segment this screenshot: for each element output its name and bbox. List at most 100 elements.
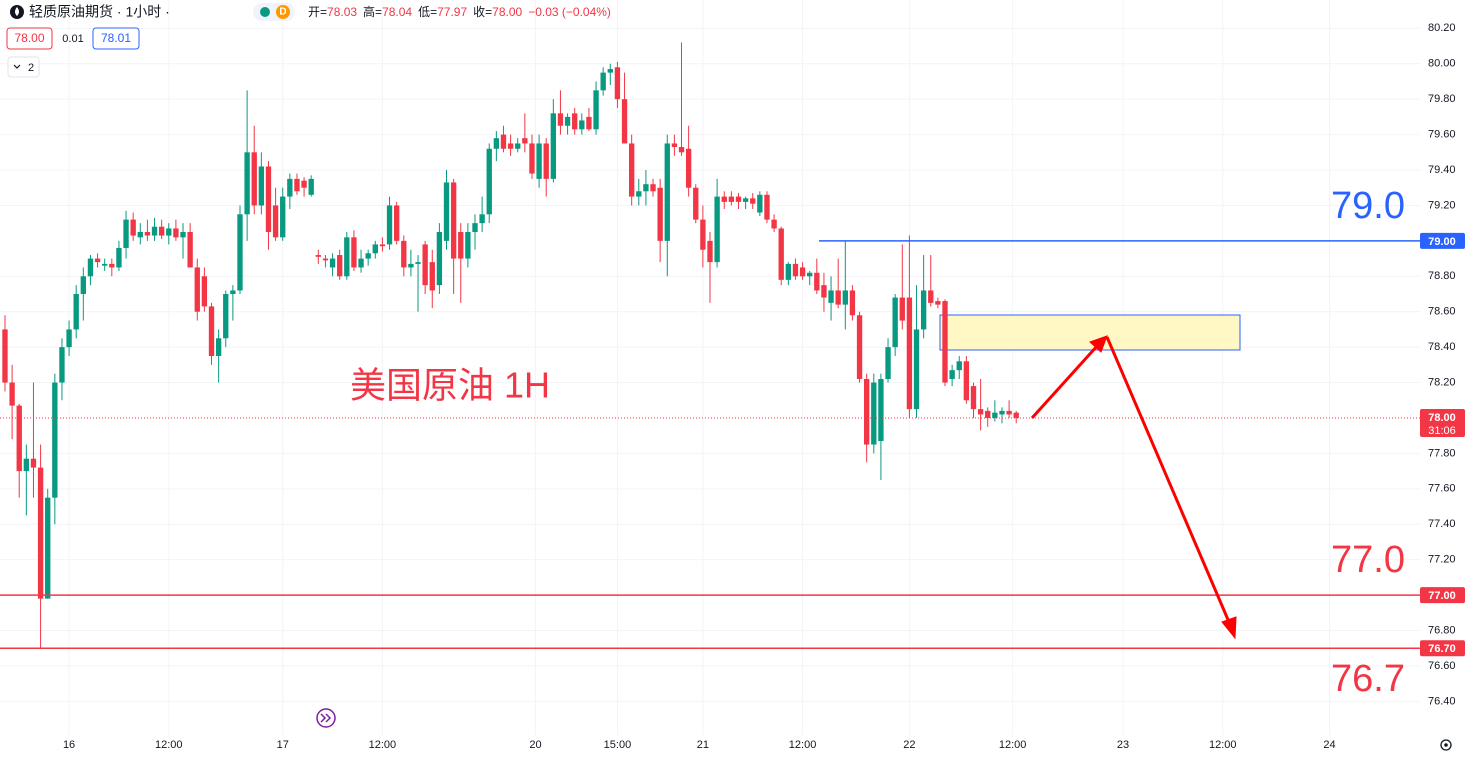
candle-body (643, 184, 649, 192)
y-tick-label: 77.80 (1428, 447, 1456, 459)
candle-body (842, 290, 848, 305)
candle-body (807, 272, 813, 277)
candle-body (607, 69, 613, 73)
arrow-head (1089, 335, 1108, 353)
candle-body (87, 258, 94, 277)
candle-body (315, 255, 321, 257)
candle-body (80, 276, 86, 294)
candle-body (600, 72, 606, 91)
candle-body (579, 120, 585, 130)
candle-body (871, 382, 877, 445)
level-tag: 77.0 (1331, 539, 1405, 581)
candle-body (593, 90, 599, 130)
candle-body (208, 306, 215, 356)
candle-body (628, 143, 635, 197)
candle-body (436, 232, 443, 286)
candle-body (130, 219, 136, 236)
replay-button[interactable] (316, 708, 336, 728)
candle-body (828, 290, 834, 303)
level-badge (1420, 232, 1465, 249)
candle-body (764, 194, 770, 220)
candle-body (337, 255, 343, 277)
indicator-toggle[interactable] (7, 56, 40, 78)
candle-body (899, 297, 905, 321)
candle-body (180, 232, 186, 238)
candle-body (970, 386, 977, 410)
bid-box (6, 27, 53, 50)
candle-body (322, 258, 329, 261)
ohlc-label: 收= (473, 5, 492, 19)
candle-body (586, 116, 592, 130)
candle-body (792, 263, 799, 277)
candle-body (45, 497, 51, 599)
candle-body (728, 196, 735, 202)
ask-box (92, 27, 140, 50)
candle-body (151, 226, 158, 236)
candle-body (465, 232, 471, 259)
candle-body (1006, 410, 1012, 415)
level-tag: 79.0 (1331, 185, 1405, 227)
candle-body (572, 113, 578, 130)
last-price-label: 78.00 (1428, 412, 1456, 424)
x-tick-label: 12:00 (1209, 739, 1237, 751)
candle-body (9, 382, 15, 406)
candle-body (529, 143, 535, 174)
candle-body (401, 240, 407, 268)
candle-body (693, 187, 699, 220)
candle-body (344, 237, 350, 277)
levels (0, 240, 1420, 649)
countdown: 31:06 (1428, 425, 1456, 437)
candle-body (500, 134, 507, 149)
candle-body (863, 379, 870, 445)
level-badge-label: 79.00 (1428, 236, 1456, 248)
y-tick-label: 77.20 (1428, 554, 1456, 566)
candle-body (985, 410, 991, 418)
candle-body (906, 297, 913, 410)
candle-body (173, 228, 179, 238)
ohlc-value: 77.97 (437, 5, 467, 19)
candle-body (422, 244, 428, 286)
candle-body (486, 148, 492, 215)
candle-body (707, 240, 713, 263)
ohlc-value: 78.04 (382, 5, 412, 19)
level-badge-label: 77.00 (1428, 590, 1456, 602)
candle-body (657, 187, 663, 241)
candle-body (123, 219, 129, 248)
candle-body (928, 290, 934, 303)
candle-body (977, 409, 984, 415)
candle-body (294, 178, 300, 192)
candle-body (835, 290, 841, 305)
candle-body (664, 143, 670, 241)
candle-body (329, 258, 336, 268)
candle-body (144, 232, 151, 236)
y-tick-label: 77.40 (1428, 518, 1456, 530)
candle-body (52, 382, 58, 498)
candle-body (272, 205, 279, 238)
candle-body (443, 182, 450, 241)
candle-body (614, 67, 621, 100)
y-tick-label: 77.60 (1428, 483, 1456, 495)
candle-body (351, 237, 357, 268)
candle-body (700, 219, 706, 250)
candle-body (16, 405, 22, 472)
ohlc-line: 开=78.03 高=78.04 低=77.97 收=78.00 −0.03 (−0.04… (308, 4, 611, 19)
y-tick-label: 78.80 (1428, 270, 1456, 282)
y-tick-label: 79.20 (1428, 199, 1456, 211)
candle-body (386, 205, 393, 245)
grid (0, 0, 1420, 735)
candles (2, 42, 1019, 649)
ohlc-value: 78.00 (492, 5, 522, 19)
candle-body (66, 329, 72, 348)
settings-icon[interactable] (1440, 739, 1452, 751)
x-tick-label: 17 (277, 739, 289, 751)
candle-body (258, 166, 265, 206)
indicator-count: 2 (28, 62, 34, 74)
ohlc-label: 高= (363, 4, 382, 19)
x-tick-label: 12:00 (369, 739, 397, 751)
candle-body (287, 178, 293, 197)
x-tick-label: 12:00 (789, 739, 817, 751)
candle-body (564, 116, 571, 126)
candle-body (750, 198, 756, 204)
y-tick-label: 80.00 (1428, 58, 1456, 70)
